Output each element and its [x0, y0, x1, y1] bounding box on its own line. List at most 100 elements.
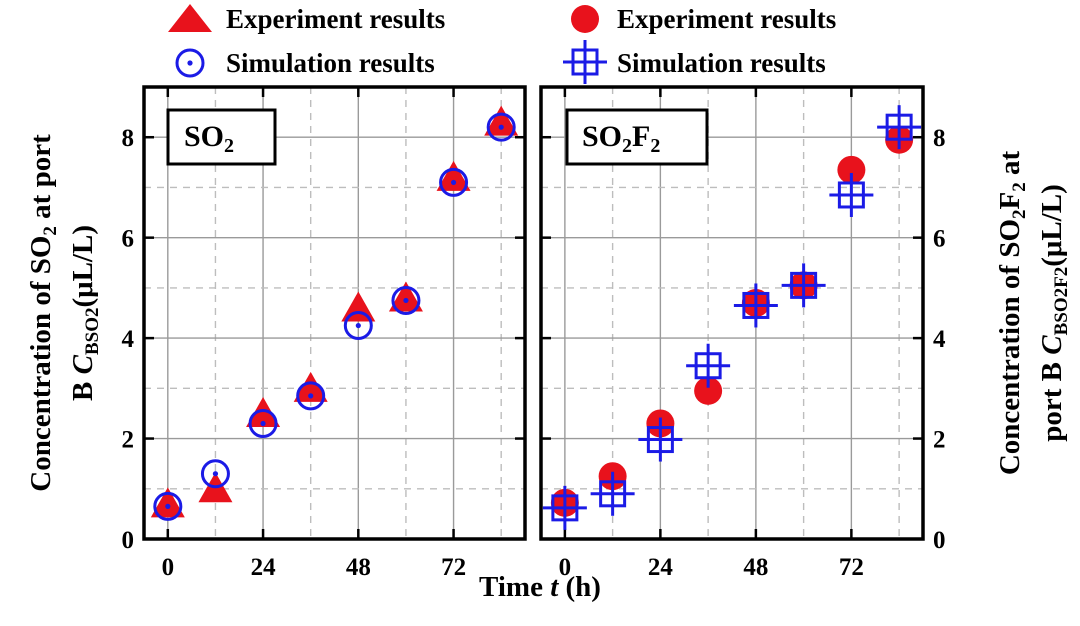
so2f2-xtick-label: 72: [839, 554, 864, 581]
legend-left-simulation-label: Simulation results: [226, 48, 435, 78]
so2f2-ylabel: Concentration of SO2F2 at port B CBSO2F2…: [994, 151, 1072, 476]
legend-left-experiment-label: Experiment results: [226, 4, 445, 34]
legend-simulation-circle-marker: [175, 48, 205, 78]
so2-plot-frame: [142, 85, 527, 541]
so2-ylabel-l1-sub: 2: [40, 226, 61, 236]
so2f2-simulation-square-point: [590, 471, 635, 516]
so2-simulation-circle-point: [391, 285, 421, 315]
so2f2-ylabel-l2-ital: C: [1036, 335, 1068, 355]
xlabel-ital: t: [550, 571, 559, 603]
so2-simulation-circle-center: [308, 393, 314, 399]
so2f2-badge-base: SO: [582, 120, 622, 153]
so2-simulation-circle-ring: [248, 408, 278, 438]
so2f2-ytick-label: 2: [933, 427, 946, 454]
so2-ytick-label: 8: [122, 125, 135, 152]
legend-experiment-filled-circle-marker: [571, 5, 599, 33]
so2f2-badge-sub1: 2: [622, 135, 632, 157]
so2-ytick-label: 0: [122, 527, 135, 554]
svg-text:port B CBSO2F2(μL/L): port B CBSO2F2(μL/L): [1036, 184, 1072, 441]
so2-panel-badge: SO2: [166, 108, 277, 166]
so2f2-ylabel-l1-pre: Concentration of SO: [994, 219, 1026, 475]
so2-badge-base: SO: [184, 120, 224, 153]
so2-simulation-circle-center: [260, 420, 266, 427]
so2f2-plot-frame: [539, 85, 925, 541]
so2-ylabel-l1-pre: Concentration of SO: [25, 236, 57, 492]
so2-simulation-circle-point: [153, 491, 183, 521]
so2f2-experiment-circle-point: [837, 155, 866, 184]
so2-simulation-circle-center: [403, 297, 409, 304]
so2-xtick-label: 24: [251, 554, 277, 581]
so2-simulation-circle-center: [498, 124, 504, 130]
so2-simulation-circle-ring: [153, 491, 183, 521]
so2-ytick-label: 4: [122, 326, 135, 353]
so2f2-data-marks: [542, 105, 922, 530]
svg-text:Concentration of SO2F2 at: Concentration of SO2F2 at: [994, 151, 1030, 476]
so2-xtick-label: 48: [346, 554, 371, 581]
so2-ylabel: Concentration of SO2 at port B CBSO2(μL/…: [25, 134, 103, 492]
so2-simulation-circle-point: [248, 408, 278, 438]
so2-simulation-circle-point: [486, 112, 516, 142]
so2f2-simulation-square-point: [781, 263, 826, 308]
so2f2-panel-badge: SO2F2: [565, 108, 709, 166]
so2-simulation-circle-point: [343, 311, 373, 341]
so2-ylabel-l2-post: (μL/L): [67, 225, 99, 308]
legend-right-simulation-label: Simulation results: [617, 48, 826, 78]
so2-simulation-circle-point: [439, 167, 469, 197]
so2-ylabel-l2-pre: B: [67, 374, 99, 401]
legend: Experiment results Simulation results Ex…: [168, 4, 836, 84]
so2-simulation-circle-ring: [391, 285, 421, 315]
so2-data-marks: [150, 105, 519, 521]
so2-simulation-circle-ring: [296, 381, 326, 411]
so2f2-ylabel-l2-post: (μL/L): [1036, 184, 1068, 267]
legend-experiment-triangle-marker: [168, 4, 212, 32]
so2f2-ylabel-l2-pre: port B: [1036, 355, 1068, 442]
so2-simulation-circle-ring: [439, 167, 469, 197]
so2-ylabel-l2-sub: BSO2: [82, 308, 103, 356]
so2-ytick-label: 6: [122, 226, 135, 253]
so2-experiment-triangle-point: [484, 105, 519, 136]
svg-text:SO2: SO2: [184, 120, 234, 157]
so2f2-badge-mid: F: [632, 120, 650, 153]
so2-experiment-triangle-point: [341, 291, 376, 322]
so2f2-ytick-label: 8: [933, 125, 946, 152]
so2-experiment-triangle-point: [293, 371, 328, 402]
svg-text:B CBSO2(μL/L): B CBSO2(μL/L): [67, 225, 103, 401]
so2-simulation-circle-point: [200, 459, 230, 489]
so2-simulation-circle-point: [296, 381, 326, 411]
legend-simulation-square-cross-marker: [563, 40, 607, 84]
legend-simulation-circle-dot: [187, 60, 193, 66]
x-axis-label: Time t (h): [479, 571, 601, 603]
so2f2-ylabel-l1-sub: 2: [1009, 209, 1030, 219]
svg-text:SO2F2: SO2F2: [582, 120, 660, 157]
so2f2-xtick-label: 0: [559, 554, 572, 581]
so2-xtick-label: 72: [441, 554, 466, 581]
xlabel-pre: Time: [479, 571, 550, 603]
so2f2-experiment-circle-point: [694, 376, 723, 405]
so2f2-ylabel-l2-sub: BSO2F2: [1051, 267, 1072, 336]
so2f2-xtick-label: 24: [648, 554, 674, 581]
so2f2-simulation-square-point: [829, 172, 874, 217]
so2-ylabel-l2-ital: C: [67, 354, 99, 374]
so2-simulation-circle-center: [212, 471, 219, 477]
so2-simulation-circle-ring: [486, 112, 516, 142]
so2f2-badge-sub2: 2: [650, 135, 660, 157]
so2f2-ytick-label: 6: [933, 226, 946, 253]
so2-badge-sub: 2: [224, 135, 234, 157]
so2-simulation-circle-center: [165, 503, 171, 509]
so2-ytick-label: 2: [122, 427, 135, 454]
so2f2-xtick-label: 48: [743, 554, 768, 581]
so2f2-simulation-square-point: [877, 105, 922, 150]
so2f2-ylabel-l1-post2: at: [994, 151, 1026, 183]
xlabel-post: (h): [558, 571, 601, 603]
so2-experiment-triangle-point: [150, 487, 185, 518]
so2f2-ytick-label: 0: [933, 527, 946, 554]
svg-text:Concentration of SO2 at port: Concentration of SO2 at port: [25, 134, 61, 492]
legend-right-experiment-label: Experiment results: [617, 4, 836, 34]
so2-ylabel-l1-post: at port: [25, 134, 57, 226]
so2f2-simulation-square-point: [542, 485, 587, 530]
so2f2-ylabel-l1-post: F: [994, 192, 1026, 210]
so2-xtick-label: 0: [162, 554, 175, 581]
so2f2-ylabel-l1-sub2: 2: [1009, 182, 1030, 192]
